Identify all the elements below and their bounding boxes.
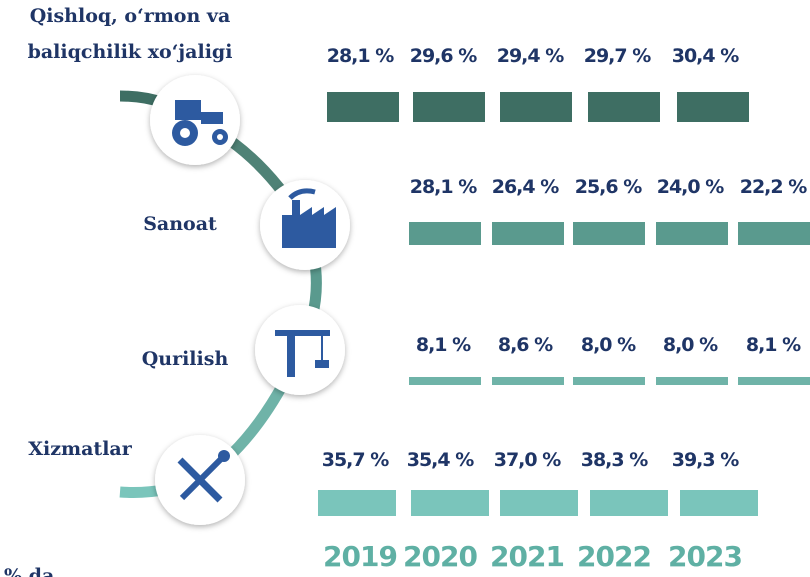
sector-name: baliqchilik xo‘jaligi (28, 41, 233, 63)
unit-note: % da (4, 565, 54, 577)
tractor-icon (150, 75, 240, 165)
bar (656, 377, 728, 385)
bar (590, 490, 668, 516)
value-label: 37,0 % (494, 449, 561, 471)
sector-name: Sanoat (143, 213, 217, 235)
tools-icon (155, 435, 245, 525)
value-label: 8,0 % (663, 334, 718, 356)
value-label: 24,0 % (657, 176, 724, 198)
value-label: 8,6 % (498, 334, 553, 356)
value-label: 29,6 % (410, 45, 477, 67)
value-label: 28,1 % (410, 176, 477, 198)
value-label: 28,1 % (327, 45, 394, 67)
bar (500, 92, 572, 122)
bar (409, 222, 481, 245)
sector-name: Xizmatlar (28, 438, 132, 460)
bar (411, 490, 489, 516)
bar (588, 92, 660, 122)
year-label: 2023 (668, 540, 742, 573)
value-label: 35,7 % (322, 449, 389, 471)
bar (738, 377, 810, 385)
year-label: 2022 (577, 540, 651, 573)
icons (150, 75, 350, 525)
bar (318, 490, 396, 516)
value-label: 22,2 % (740, 176, 807, 198)
bar (656, 222, 728, 245)
year-label: 2020 (403, 540, 477, 573)
value-label: 29,7 % (584, 45, 651, 67)
bar (677, 92, 749, 122)
value-label: 8,1 % (746, 334, 801, 356)
crane-icon (255, 305, 345, 395)
year-label: 2021 (490, 540, 564, 573)
value-label: 25,6 % (575, 176, 642, 198)
bar (500, 490, 578, 516)
value-label: 26,4 % (492, 176, 559, 198)
value-label: 35,4 % (407, 449, 474, 471)
value-label: 38,3 % (581, 449, 648, 471)
bar (573, 377, 645, 385)
bar (492, 222, 564, 245)
bar (738, 222, 810, 245)
bar (680, 490, 758, 516)
bar (327, 92, 399, 122)
bar (413, 92, 485, 122)
sector-name: Qurilish (142, 348, 229, 370)
value-label: 8,0 % (581, 334, 636, 356)
year-label: 2019 (323, 540, 397, 573)
bar (573, 222, 645, 245)
bar (492, 377, 564, 385)
value-label: 8,1 % (416, 334, 471, 356)
factory-icon (260, 180, 350, 270)
value-label: 39,3 % (672, 449, 739, 471)
sector-name: Qishloq, o‘rmon va (30, 5, 231, 27)
value-label: 30,4 % (672, 45, 739, 67)
value-label: 29,4 % (497, 45, 564, 67)
bar (409, 377, 481, 385)
